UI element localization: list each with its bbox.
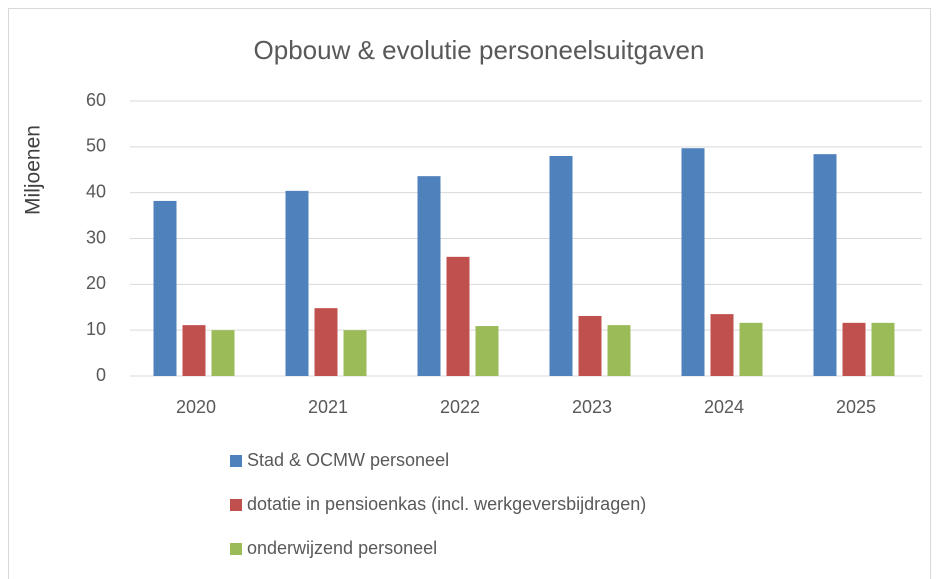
bar: [871, 322, 895, 376]
y-tick-label: 0: [96, 365, 106, 385]
legend-label: onderwijzend personeel: [247, 538, 437, 558]
x-tick-label: 2025: [836, 397, 876, 417]
bar: [285, 190, 309, 376]
x-tick-label: 2023: [572, 397, 612, 417]
bar: [813, 154, 837, 376]
bar: [182, 325, 206, 376]
bar: [681, 148, 705, 376]
bar: [475, 326, 499, 376]
legend-swatch: [230, 499, 242, 511]
legend-swatch: [230, 543, 242, 555]
x-tick-label: 2022: [440, 397, 480, 417]
bar: [607, 325, 631, 376]
bar: [710, 314, 734, 376]
x-tick-label: 2021: [308, 397, 348, 417]
legend-label: dotatie in pensioenkas (incl. werkgevers…: [247, 494, 646, 514]
x-tick-label: 2024: [704, 397, 744, 417]
legend-label: Stad & OCMW personeel: [247, 450, 449, 470]
legend-swatch: [230, 455, 242, 467]
y-axis-title: Miljoenen: [22, 125, 45, 215]
bar: [739, 322, 763, 376]
bar: [578, 315, 602, 376]
bar: [417, 176, 441, 376]
bar: [842, 322, 866, 376]
bar: [153, 200, 177, 376]
bar: [549, 156, 573, 376]
bar: [446, 256, 470, 376]
y-tick-label: 30: [86, 227, 106, 247]
y-tick-label: 10: [86, 319, 106, 339]
x-tick-label: 2020: [176, 397, 216, 417]
y-tick-label: 60: [86, 90, 106, 110]
y-tick-label: 40: [86, 181, 106, 201]
bar: [343, 330, 367, 376]
y-tick-label: 20: [86, 273, 106, 293]
bar: [314, 308, 338, 376]
chart-title: Opbouw & evolutie personeelsuitgaven: [254, 35, 705, 65]
y-tick-label: 50: [86, 136, 106, 156]
bar: [211, 330, 235, 376]
